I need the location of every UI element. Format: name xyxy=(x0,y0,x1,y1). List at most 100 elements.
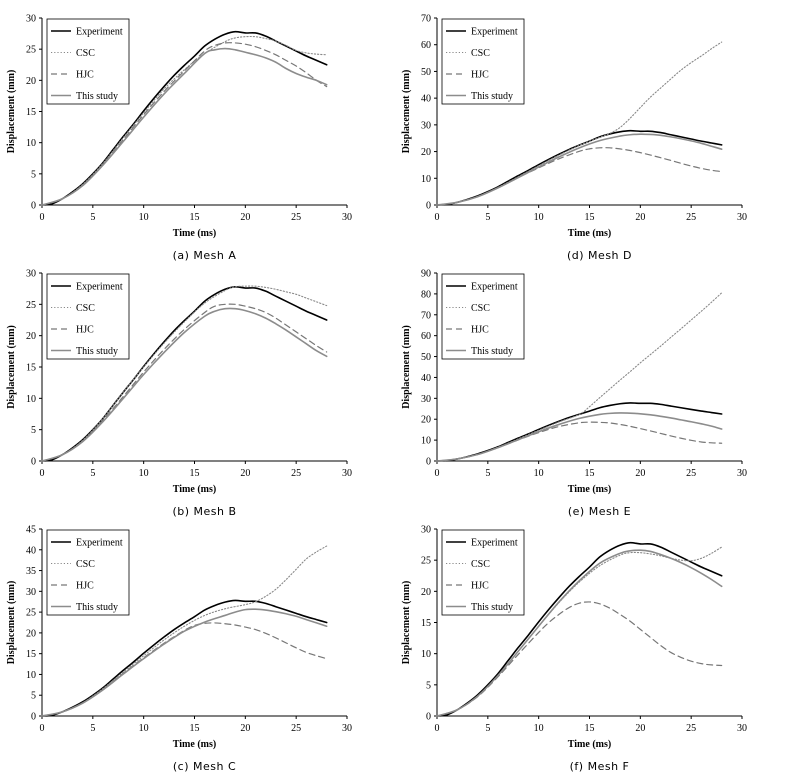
legend-label: This study xyxy=(471,602,513,613)
y-tick-label: 20 xyxy=(26,76,36,87)
x-tick-label: 10 xyxy=(139,212,149,223)
y-tick-label: 5 xyxy=(31,425,36,436)
x-tick-label: 0 xyxy=(40,723,45,734)
series-line-csc xyxy=(41,545,328,717)
series-line-hjc xyxy=(436,421,723,462)
x-tick-label: 30 xyxy=(342,468,352,479)
x-tick-label: 15 xyxy=(585,212,595,223)
series-line-this-study xyxy=(41,608,328,717)
chart-panel-3: 0 5 10 15 20 25 30 35 40 45 0 5 10 15 20 25 30 Time (ms) D… xyxy=(6,525,352,774)
y-tick-label: 40 xyxy=(421,373,431,384)
x-tick-label: 10 xyxy=(534,468,544,479)
series-line-this-study xyxy=(436,549,723,717)
x-tick-label: 5 xyxy=(90,212,95,223)
x-axis-title: Time (ms) xyxy=(173,228,216,239)
x-tick-label: 5 xyxy=(485,723,490,734)
legend-label: CSC xyxy=(471,559,490,570)
series-line-this-study xyxy=(41,307,328,462)
x-tick-label: 0 xyxy=(435,212,440,223)
legend-label: HJC xyxy=(471,70,489,81)
y-tick-label: 0 xyxy=(426,201,431,212)
x-tick-label: 20 xyxy=(635,723,645,734)
y-tick-label: 90 xyxy=(421,269,431,280)
y-tick-label: 70 xyxy=(421,310,431,321)
y-tick-label: 10 xyxy=(26,138,36,149)
legend-label: HJC xyxy=(471,581,489,592)
y-tick-label: 10 xyxy=(421,436,431,447)
x-tick-label: 10 xyxy=(139,468,149,479)
series-line-this-study xyxy=(436,412,723,462)
chart-caption: (b) Mesh B xyxy=(172,505,236,518)
y-tick-label: 80 xyxy=(421,289,431,300)
y-axis-title: Displacement (mm) xyxy=(401,70,412,154)
legend-box xyxy=(46,273,130,360)
series-line-experiment xyxy=(41,285,328,462)
x-axis-title: Time (ms) xyxy=(568,228,611,239)
legend-box xyxy=(441,18,525,105)
y-tick-label: 0 xyxy=(31,201,36,212)
series-line-experiment xyxy=(436,541,723,717)
x-tick-label: 10 xyxy=(534,723,544,734)
y-tick-label: 10 xyxy=(421,649,431,660)
series-line-experiment xyxy=(436,402,723,462)
legend-label: HJC xyxy=(76,70,94,81)
y-tick-label: 25 xyxy=(421,556,431,567)
y-axis-title: Displacement (mm) xyxy=(401,581,412,665)
legend-box xyxy=(441,273,525,360)
x-tick-label: 15 xyxy=(190,723,200,734)
series-line-csc xyxy=(41,285,328,462)
x-tick-label: 25 xyxy=(686,723,696,734)
y-tick-label: 30 xyxy=(26,269,36,280)
x-tick-label: 5 xyxy=(90,723,95,734)
legend-label: CSC xyxy=(76,303,95,314)
x-tick-label: 20 xyxy=(240,468,250,479)
series-line-csc xyxy=(41,35,328,206)
x-tick-label: 10 xyxy=(139,723,149,734)
x-tick-label: 30 xyxy=(737,212,747,223)
y-tick-label: 45 xyxy=(26,525,36,536)
legend-box xyxy=(46,18,130,105)
x-axis-title: Time (ms) xyxy=(173,484,216,495)
y-tick-label: 20 xyxy=(421,147,431,158)
x-tick-label: 15 xyxy=(190,212,200,223)
x-tick-label: 15 xyxy=(585,723,595,734)
y-tick-label: 50 xyxy=(421,352,431,363)
x-tick-label: 30 xyxy=(342,723,352,734)
y-axis-title: Displacement (mm) xyxy=(6,70,17,154)
x-tick-label: 15 xyxy=(190,468,200,479)
series-line-hjc xyxy=(436,601,723,717)
chart-panel-1: 0 5 10 15 20 25 30 0 5 10 15 20 25 30 Time (ms) Displac… xyxy=(6,14,352,263)
y-tick-label: 30 xyxy=(421,120,431,131)
y-tick-label: 60 xyxy=(421,40,431,51)
legend-box xyxy=(46,529,130,616)
x-tick-label: 20 xyxy=(635,212,645,223)
legend-label: This study xyxy=(76,91,118,102)
x-axis-title: Time (ms) xyxy=(173,739,216,750)
y-tick-label: 20 xyxy=(421,415,431,426)
y-tick-label: 5 xyxy=(426,680,431,691)
series-line-this-study xyxy=(436,133,723,206)
x-tick-label: 25 xyxy=(686,468,696,479)
x-tick-label: 0 xyxy=(40,468,45,479)
legend-label: Experiment xyxy=(471,538,518,549)
y-tick-label: 10 xyxy=(421,174,431,185)
chart-panel-6: 0 5 10 15 20 25 30 0 5 10 15 20 25 30 Time (ms) Displac… xyxy=(401,525,747,774)
y-tick-label: 25 xyxy=(26,608,36,619)
chart-caption: (e) Mesh E xyxy=(568,505,631,518)
x-tick-label: 5 xyxy=(485,468,490,479)
legend-label: CSC xyxy=(471,303,490,314)
x-tick-label: 25 xyxy=(291,468,301,479)
y-tick-label: 0 xyxy=(426,457,431,468)
legend-label: This study xyxy=(471,346,513,357)
y-tick-label: 0 xyxy=(31,457,36,468)
legend-label: Experiment xyxy=(76,282,123,293)
y-tick-label: 25 xyxy=(26,300,36,311)
x-tick-label: 30 xyxy=(737,468,747,479)
y-axis-title: Displacement (mm) xyxy=(6,325,17,409)
y-tick-label: 25 xyxy=(26,45,36,56)
legend-label: Experiment xyxy=(76,538,123,549)
y-tick-label: 15 xyxy=(26,363,36,374)
y-tick-label: 0 xyxy=(31,712,36,723)
x-tick-label: 0 xyxy=(435,468,440,479)
